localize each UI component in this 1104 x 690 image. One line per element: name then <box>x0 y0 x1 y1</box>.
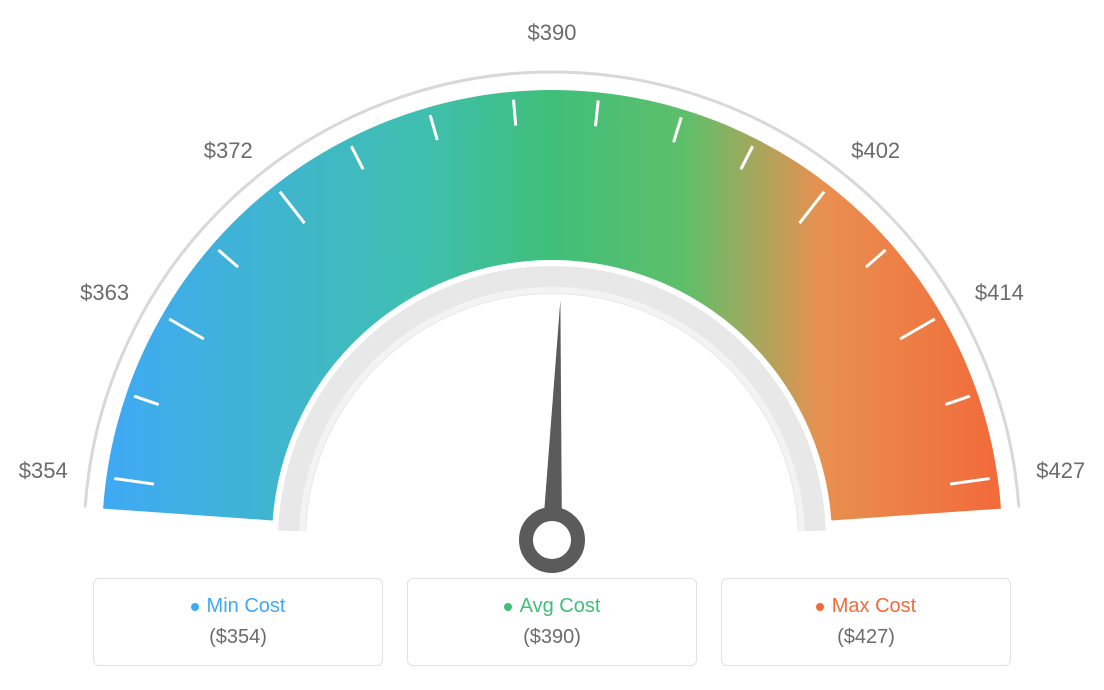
gauge-chart: $354 $363 $372 $390 $402 $414 $427 <box>0 0 1104 570</box>
gauge-tick-label: $414 <box>975 280 1024 306</box>
legend-title: Min Cost <box>191 595 286 618</box>
legend-dot-icon <box>816 603 824 611</box>
legend-title: Max Cost <box>816 595 916 618</box>
gauge-svg <box>0 40 1104 600</box>
legend-row: Min Cost ($354) Avg Cost ($390) Max Cost ($42… <box>93 578 1011 666</box>
gauge-tick-label: $390 <box>528 20 577 46</box>
legend-label: Avg Cost <box>520 595 601 618</box>
legend-value: ($390) <box>523 626 581 649</box>
gauge-tick-label: $354 <box>19 458 68 484</box>
legend-title: Avg Cost <box>504 595 601 618</box>
legend-card: Max Cost ($427) <box>721 578 1011 666</box>
legend-dot-icon <box>504 603 512 611</box>
gauge-tick-label: $427 <box>1036 458 1085 484</box>
legend-label: Min Cost <box>207 595 286 618</box>
legend-value: ($427) <box>837 626 895 649</box>
gauge-tick-label: $372 <box>204 138 253 164</box>
gauge-tick-label: $363 <box>80 280 129 306</box>
gauge-tick-label: $402 <box>851 138 900 164</box>
legend-label: Max Cost <box>832 595 916 618</box>
legend-card: Min Cost ($354) <box>93 578 383 666</box>
legend-value: ($354) <box>209 626 267 649</box>
legend-card: Avg Cost ($390) <box>407 578 697 666</box>
legend-dot-icon <box>191 603 199 611</box>
